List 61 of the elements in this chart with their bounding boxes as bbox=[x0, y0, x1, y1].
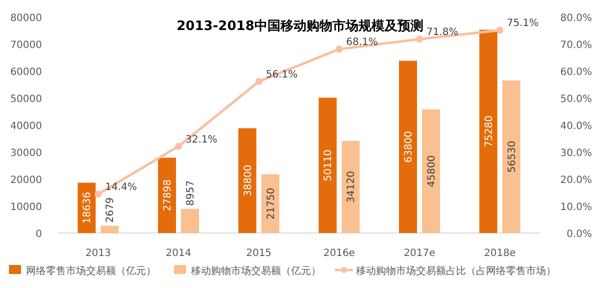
data-label: 38800 bbox=[242, 164, 254, 197]
point bbox=[336, 46, 343, 53]
y-tick-label: 80000 bbox=[10, 13, 42, 24]
y-tick-label: 60000 bbox=[10, 67, 42, 78]
bar bbox=[100, 226, 119, 233]
y-tick-label: 40000 bbox=[10, 121, 42, 132]
y-tick-label: 0 bbox=[36, 229, 42, 240]
data-label: 75.1% bbox=[506, 18, 539, 30]
data-label: 68.1% bbox=[346, 37, 378, 48]
chart-title: 2013-2018中国移动购物市场规模及预测 bbox=[176, 18, 424, 34]
y2-tick-label: 10.0% bbox=[560, 202, 592, 213]
y2-tick-label: 20.0% bbox=[560, 175, 592, 186]
y-tick-label: 10000 bbox=[10, 202, 42, 213]
bar bbox=[238, 128, 256, 233]
data-label: 32.1% bbox=[186, 134, 218, 146]
bar bbox=[261, 174, 280, 233]
data-label: 50110 bbox=[323, 149, 334, 182]
data-label: 8957 bbox=[186, 180, 196, 206]
y2-tick-label: 40.0% bbox=[560, 121, 592, 132]
data-label: 27898 bbox=[162, 179, 174, 212]
data-label: 45800 bbox=[426, 155, 438, 188]
x-tick-label: 2017e bbox=[404, 248, 436, 259]
y2-tick-label: 70.0% bbox=[560, 40, 592, 51]
bar bbox=[479, 30, 498, 233]
x-tick-label: 2016e bbox=[323, 248, 355, 259]
bar bbox=[318, 98, 337, 233]
data-label: 75280 bbox=[484, 115, 495, 148]
bar bbox=[502, 80, 520, 233]
y-tick-label: 30000 bbox=[10, 148, 42, 159]
point bbox=[175, 142, 182, 150]
data-label: 18636 bbox=[82, 192, 94, 224]
y-tick-label: 70000 bbox=[10, 40, 42, 51]
data-label: 14.4% bbox=[105, 182, 137, 194]
data-label: 56530 bbox=[506, 140, 518, 173]
bar bbox=[342, 140, 360, 233]
x-tick-label: 2018e bbox=[484, 248, 516, 259]
x-tick-label: 2013 bbox=[85, 248, 111, 259]
bar bbox=[158, 158, 176, 233]
point bbox=[416, 36, 423, 43]
data-label: 2679 bbox=[105, 197, 116, 223]
legend-label: 移动购物市场交易额占比（占网络零售市场） bbox=[356, 265, 556, 277]
y2-tick-label: 80.0% bbox=[560, 13, 592, 24]
bar bbox=[399, 60, 417, 233]
bar bbox=[422, 109, 440, 233]
data-label: 56.1% bbox=[266, 70, 298, 81]
data-label: 21750 bbox=[266, 188, 277, 220]
point bbox=[496, 26, 504, 34]
data-label: 34120 bbox=[346, 171, 358, 203]
point bbox=[255, 78, 262, 86]
y2-tick-label: 50.0% bbox=[560, 94, 592, 105]
x-tick-label: 2014 bbox=[166, 248, 192, 259]
x-tick-label: 2015 bbox=[246, 248, 272, 259]
y2-tick-label: 30.0% bbox=[560, 148, 592, 159]
y2-tick-label: 0.0% bbox=[566, 229, 592, 240]
y-tick-label: 20000 bbox=[10, 175, 42, 186]
data-label: 71.8% bbox=[426, 27, 458, 38]
y-tick-label: 50000 bbox=[10, 94, 42, 105]
y2-tick-label: 60.0% bbox=[560, 67, 592, 78]
point bbox=[94, 190, 102, 198]
bar bbox=[181, 208, 199, 233]
data-label: 63800 bbox=[404, 130, 414, 163]
